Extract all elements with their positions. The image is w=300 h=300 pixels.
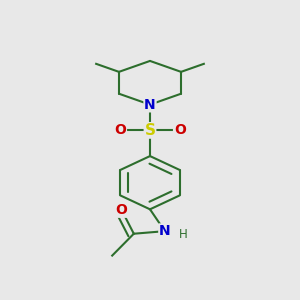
Text: O: O <box>116 203 127 217</box>
Text: S: S <box>145 123 155 138</box>
Text: N: N <box>144 98 156 112</box>
Text: H: H <box>179 228 188 241</box>
Text: O: O <box>114 123 126 137</box>
Text: O: O <box>174 123 186 137</box>
Text: N: N <box>159 224 171 238</box>
